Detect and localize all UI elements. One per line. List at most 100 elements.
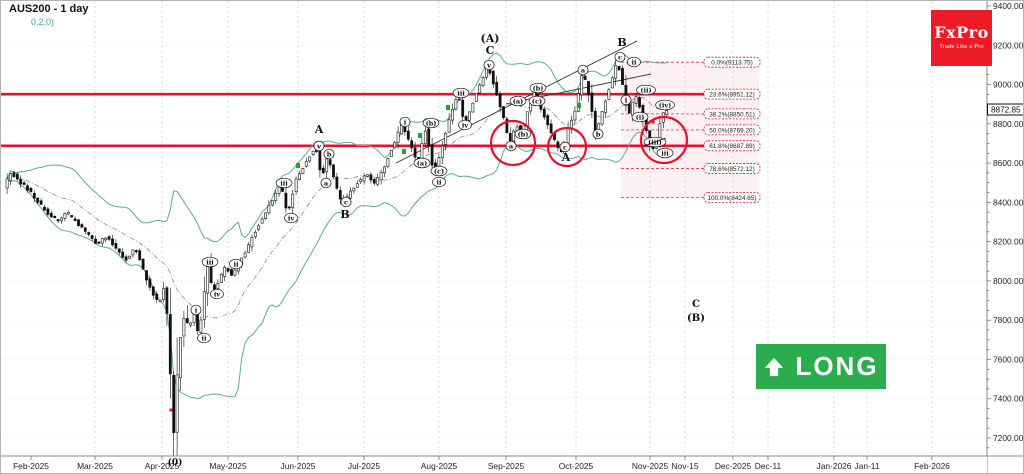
wave-label-circle xyxy=(275,177,293,189)
wave-label-text: b xyxy=(327,150,332,158)
candle-body xyxy=(444,132,448,145)
wave-label-circle xyxy=(190,304,202,316)
candle-body xyxy=(291,193,295,208)
candle-body xyxy=(145,270,148,281)
long-signal-badge: LONG xyxy=(756,344,886,389)
candle-body xyxy=(362,175,366,182)
candle-body xyxy=(413,147,417,158)
candle-body xyxy=(250,237,254,248)
wave-label-text: iii xyxy=(206,258,214,266)
wave-label-circled: i xyxy=(399,116,411,128)
candle-body xyxy=(338,190,342,200)
candle-body xyxy=(29,187,33,193)
fibonacci-label: 0.0%(9113.75) xyxy=(703,56,761,68)
wave-label-circle xyxy=(655,99,675,111)
wave-label-circle xyxy=(505,140,517,152)
candle-body xyxy=(87,232,91,235)
price-tick-label: 8600.00 xyxy=(993,158,1024,168)
candle-body xyxy=(610,77,614,89)
wave-label-circled: iii xyxy=(452,87,470,99)
wave-label-circle xyxy=(452,87,470,99)
candle-body xyxy=(117,248,121,253)
candle-body xyxy=(308,156,312,162)
wave-label-circled: iii xyxy=(201,256,219,268)
fibonacci-label-box xyxy=(703,56,761,68)
time-tick-label: Mar-2025 xyxy=(77,461,113,471)
price-tick-label: 7400.00 xyxy=(993,394,1024,404)
candle-body xyxy=(63,213,67,219)
wave-label-circled: iv xyxy=(284,212,298,224)
wave-label-circled: ii xyxy=(229,258,243,270)
candle-body xyxy=(216,282,220,289)
candle-body xyxy=(383,166,386,174)
candle-body xyxy=(440,145,444,159)
wave-label-text: v xyxy=(316,142,321,150)
wave-label-circled: iv xyxy=(458,119,472,131)
wave-label-circle xyxy=(509,95,527,107)
wave-label-circled: (a) xyxy=(509,95,527,107)
candle-body xyxy=(410,140,414,149)
candle-body xyxy=(607,89,611,100)
price-axis[interactable]: 9400.00 9200.00 9000.00 8800.00 8600.00 8400.… xyxy=(986,1,1024,474)
price-tick-label: 8200.00 xyxy=(993,237,1024,247)
candle-body xyxy=(389,150,393,157)
candle-body xyxy=(94,238,97,244)
wave-label-text: c xyxy=(618,53,622,61)
candle-body xyxy=(287,206,291,209)
wave-label-text: i xyxy=(195,306,198,314)
fibonacci-label-text: 0.0%(9113.75) xyxy=(711,60,752,67)
candle-body xyxy=(437,157,441,167)
timeframe-label: - 1 day xyxy=(50,3,89,15)
wave-label-circle xyxy=(323,148,335,160)
wave-label-plain: C xyxy=(692,299,700,310)
fxpro-logo: FxPro Trade Like a Pro xyxy=(931,10,992,66)
candle-body xyxy=(5,178,9,189)
wave-label-circle xyxy=(430,165,448,177)
wave-label-text: i xyxy=(625,96,628,104)
time-axis[interactable]: Feb-2025 Mar-2025 Apr-2025 May-2025 Jun-2025… xyxy=(1,455,1024,474)
up-arrow-icon xyxy=(765,357,784,376)
candle-body xyxy=(587,81,590,96)
candle-body xyxy=(556,141,560,149)
wave-label-circled: (c) xyxy=(528,95,546,107)
candle-body xyxy=(590,92,594,112)
fxpro-logo-name: FxPro xyxy=(934,23,989,42)
price-tick-label: 7800.00 xyxy=(993,315,1024,325)
candle-body xyxy=(366,174,369,177)
wave-label-text: c xyxy=(563,143,567,151)
candle-body xyxy=(542,108,546,118)
candle-body xyxy=(580,75,584,96)
wave-label-circle xyxy=(340,196,352,208)
fibonacci-label-box xyxy=(703,88,761,100)
price-axis-bg xyxy=(987,1,1023,473)
green-marker xyxy=(296,163,300,168)
candle-body xyxy=(165,287,169,314)
time-tick-label: Dec-2025 xyxy=(715,461,752,471)
candle-body xyxy=(461,99,465,117)
candle-body xyxy=(546,115,550,126)
candle-body xyxy=(349,190,352,199)
candle-body xyxy=(260,218,264,224)
candle-body xyxy=(43,206,46,211)
wave-label-circle xyxy=(529,82,547,94)
price-tick-label: 7200.00 xyxy=(993,433,1024,443)
wave-label-circled: c xyxy=(340,196,352,208)
wave-label-circle xyxy=(514,128,532,140)
candle-body xyxy=(77,219,80,226)
grid xyxy=(1,1,987,456)
wave-label-plain: B xyxy=(617,36,626,49)
indicator-value: 0,2.0) xyxy=(31,17,55,27)
time-tick-label: Feb-2025 xyxy=(13,461,49,471)
highlight-circle xyxy=(489,119,537,167)
candle-body xyxy=(430,144,434,166)
wave-label-text: (c) xyxy=(532,97,542,105)
candle-body xyxy=(621,68,624,85)
wave-label-text: (iv) xyxy=(659,101,672,109)
fibonacci-label-box xyxy=(703,192,761,203)
wave-label-text: (b) xyxy=(533,84,544,92)
candle-body xyxy=(97,241,101,244)
wave-label-plain: (0) xyxy=(168,457,183,468)
strikethrough-line xyxy=(644,137,666,147)
